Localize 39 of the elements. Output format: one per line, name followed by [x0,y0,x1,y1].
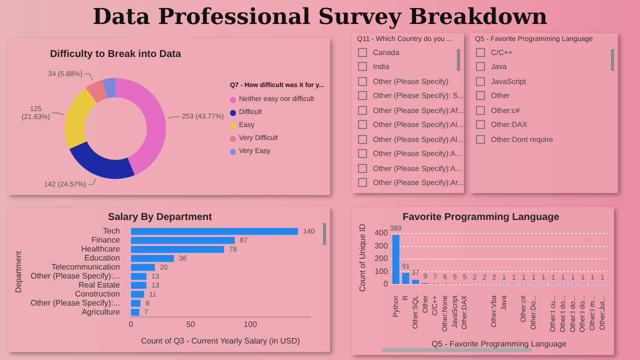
y-tick-label: 200 [374,254,388,264]
y-tick-label: Real Estate [78,280,121,290]
bar [130,228,298,235]
y-tick-label: Agriculture [82,308,121,317]
y-tick-label: 400 [374,228,388,238]
y-tick-label: 100 [374,266,388,276]
y-tick-label: Tech [103,226,120,236]
y-tick-label: Education [84,254,120,263]
bar [130,300,141,307]
y-tick-label: Finance [92,236,121,245]
bar [130,308,140,316]
bar [130,254,174,262]
x-tick-label: 0 [128,320,134,329]
bar [412,280,420,284]
bar [130,272,146,280]
y-axis-title: Count of Unique ID [358,223,368,292]
x-axis-title: Q5 - Favorite Programming Language [432,339,568,348]
bar [402,272,410,284]
bar [130,264,155,271]
x-tick-label: 100 [244,320,258,329]
y-tick-label: Healthcare [81,244,121,254]
y-tick-label: Other (Please Specify):... [30,298,120,308]
chart-title: Salary By Department [108,212,213,223]
y-tick-label: Other (Please Specify):... [30,272,120,281]
chart-title: Favorite Programming Language [402,212,560,223]
bar [130,282,146,289]
text: Data Professional Survey Breakdown [91,3,549,30]
x-axis-title: Count of Q3 - Current Yearly Salary (in USD) [141,336,300,346]
x-tick-label: 50 [186,320,196,329]
chart-title: Difficulty to Break into Data [50,48,182,60]
bar [130,246,224,253]
y-tick-label: Construction [75,290,120,299]
bar [392,234,400,284]
bar [130,237,235,244]
y-tick-label: Telecommunication [51,262,120,272]
y-axis-title: Department [14,250,24,293]
y-tick-label: 0 [383,280,388,289]
bar [130,290,144,298]
y-tick-label: 300 [374,241,388,250]
